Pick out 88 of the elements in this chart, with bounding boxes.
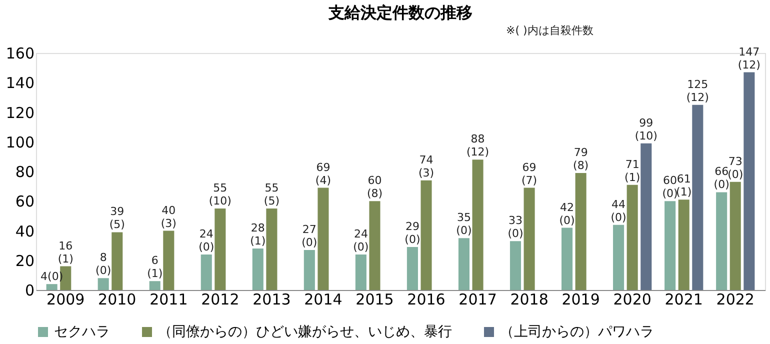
x-tick-label: 2011	[150, 290, 188, 308]
bar	[304, 250, 315, 290]
bar	[472, 160, 484, 290]
y-tick-label: 60	[15, 192, 34, 211]
data-label: 74 (3)	[418, 153, 434, 180]
legend-label: （同僚からの）ひどい嫌がらせ、いじめ、暴行	[158, 324, 452, 340]
y-tick-label: 160	[6, 44, 34, 62]
x-tick-label: 2022	[716, 290, 754, 308]
chart-title: 支給決定件数の推移	[328, 3, 472, 22]
x-tick-label: 2017	[458, 290, 497, 308]
bar	[716, 192, 728, 290]
bar	[692, 104, 704, 290]
y-tick-label: 100	[6, 133, 34, 152]
bar	[626, 184, 638, 290]
bar	[524, 188, 535, 290]
x-tick-label: 2014	[304, 290, 342, 308]
data-label: 88 (12)	[466, 132, 490, 159]
bar	[200, 254, 212, 290]
bar	[458, 238, 470, 290]
data-label: 35 (0)	[456, 211, 472, 238]
bar	[562, 228, 573, 290]
legend-label: セクハラ	[54, 324, 110, 340]
data-label: 24 (0)	[353, 227, 369, 254]
data-label: 27 (0)	[302, 223, 318, 250]
data-label: 33 (0)	[508, 214, 524, 240]
bar	[318, 188, 329, 290]
bar	[46, 284, 58, 290]
data-label: 66 (0)	[714, 165, 730, 192]
data-label: 44 (0)	[610, 198, 626, 224]
data-label: 147 (12)	[738, 45, 760, 72]
x-tick-label: 2021	[664, 290, 703, 308]
data-label: 42 (0)	[559, 200, 575, 227]
bar	[252, 248, 264, 290]
data-label: 29 (0)	[404, 220, 420, 246]
bar	[420, 180, 432, 290]
bar	[510, 241, 522, 290]
data-label: 69 (7)	[522, 160, 538, 187]
x-tick-label: 2013	[252, 290, 291, 308]
data-label: 24 (0)	[198, 227, 214, 254]
data-label: 125 (12)	[686, 78, 709, 104]
bar	[112, 232, 123, 290]
y-tick-label: 20	[15, 252, 34, 270]
data-label: 6 (1)	[147, 254, 163, 280]
bar	[678, 200, 690, 290]
bar	[613, 224, 624, 290]
data-label: 40 (3)	[160, 204, 176, 230]
x-tick-label: 2018	[510, 290, 548, 308]
bar	[575, 172, 586, 290]
data-label: 61 (1)	[676, 172, 692, 199]
data-label: 60 (8)	[366, 174, 383, 200]
bar	[149, 281, 160, 290]
bar	[640, 143, 652, 290]
bar	[163, 230, 174, 290]
bar	[664, 201, 676, 290]
y-tick-label: 0	[24, 282, 34, 300]
bar	[730, 182, 741, 290]
data-label: 39 (5)	[109, 205, 125, 232]
x-tick-label: 2019	[562, 290, 600, 308]
bar	[355, 254, 366, 290]
y-tick-label: 120	[6, 104, 34, 122]
x-tick-label: 2012	[201, 290, 240, 308]
legend-label: （上司からの）パワハラ	[500, 324, 654, 340]
bar	[266, 208, 278, 290]
data-label: 79 (8)	[573, 146, 589, 172]
y-tick-label: 140	[6, 74, 34, 92]
bar	[406, 247, 418, 290]
bar	[744, 72, 755, 290]
data-label: 8 (0)	[96, 251, 112, 278]
data-label: 55 (5)	[264, 182, 280, 208]
data-label: 69 (4)	[315, 160, 332, 187]
data-label: 99 (10)	[634, 116, 658, 142]
data-label: 60 (0)	[662, 174, 678, 200]
data-label: 28 (1)	[250, 222, 266, 248]
bar	[214, 208, 226, 290]
bar	[98, 278, 109, 290]
y-tick-label: 80	[15, 163, 34, 181]
x-tick-label: 2009	[46, 290, 85, 308]
data-label: 55 (10)	[208, 182, 232, 208]
data-label: 73 (0)	[728, 154, 744, 181]
x-tick-label: 2010	[98, 290, 136, 308]
x-tick-label: 2015	[356, 290, 394, 308]
y-tick-label: 40	[15, 222, 34, 240]
data-label: 71 (1)	[624, 158, 640, 184]
x-tick-label: 2020	[613, 290, 652, 308]
text: ※( )内は自殺件数	[506, 24, 594, 37]
data-label: 16 (1)	[58, 239, 74, 266]
x-tick-label: 2016	[407, 290, 446, 308]
bar	[369, 201, 380, 290]
